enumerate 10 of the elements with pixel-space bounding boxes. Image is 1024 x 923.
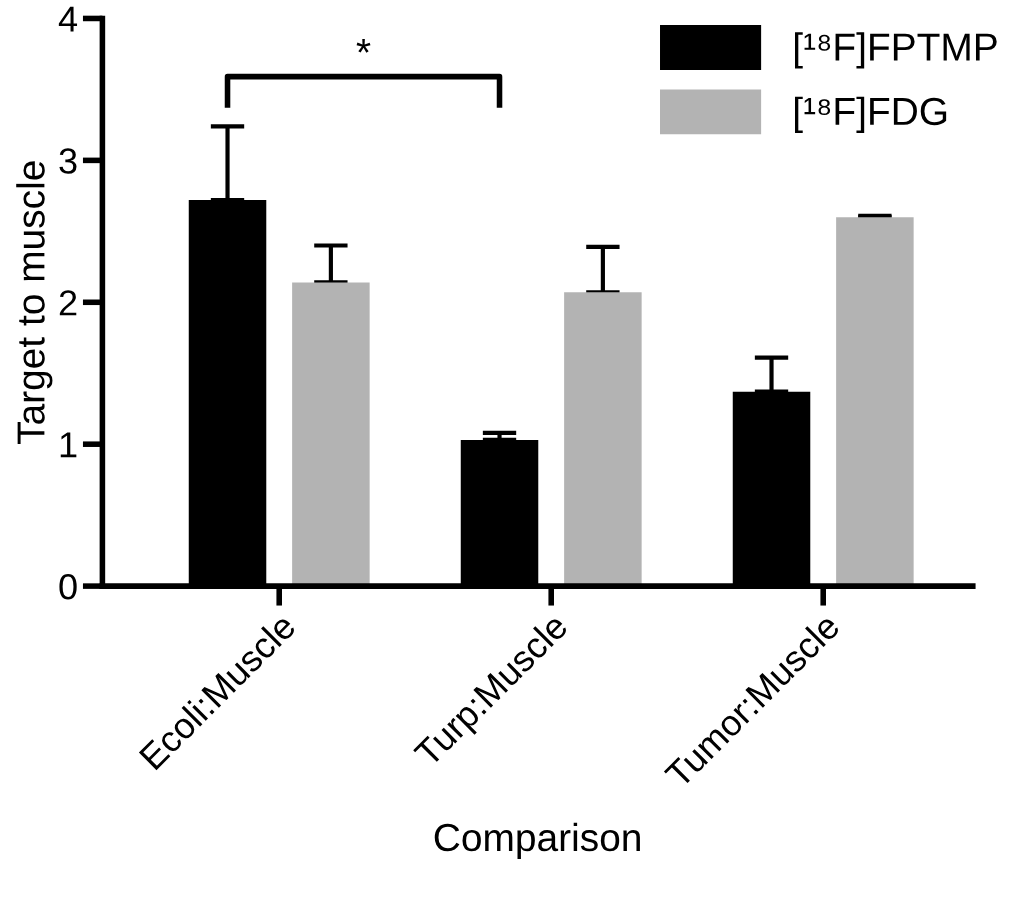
x-axis-title: Comparison (434, 822, 640, 860)
legend-label: [¹⁸F]FDG (795, 96, 947, 133)
y-tick-label: 3 (59, 148, 77, 174)
y-tick-label: 4 (58, 6, 78, 32)
y-axis-title: Target to muscle (16, 161, 53, 445)
y-tick-label: 1 (60, 432, 77, 458)
y-tick-label: 0 (59, 573, 77, 600)
legend-label: [¹⁸F]FPTMP (795, 32, 997, 69)
annotation: * (356, 38, 371, 53)
y-tick-label: 2 (59, 290, 77, 316)
